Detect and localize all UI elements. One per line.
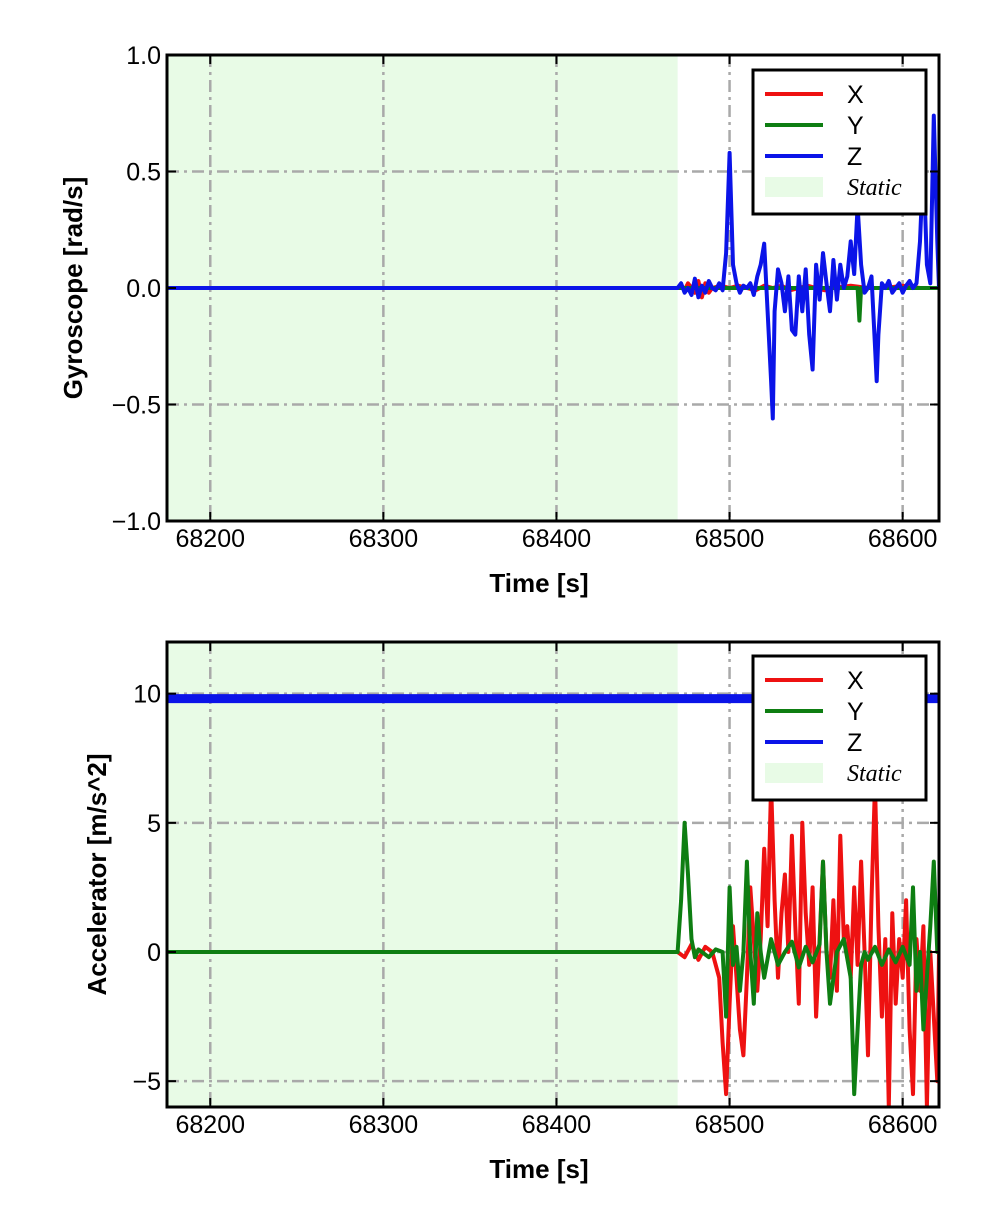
series-line-y xyxy=(167,820,939,1097)
x-tick-label: 68600 xyxy=(868,525,938,553)
y-tick-label: −1.0 xyxy=(112,508,161,536)
plot-frame xyxy=(165,640,941,1109)
legend-label-z: Z xyxy=(847,729,862,757)
y-tick-label: 10 xyxy=(133,681,161,709)
y-tick-label: −0.5 xyxy=(112,392,161,420)
gyroscope-chart: 68200 68300 68400 68500 68600 −1.0 −0.5 0.0 0.5 1… xyxy=(58,42,941,598)
series-line-z xyxy=(167,113,939,421)
legend-label-z: Z xyxy=(847,143,862,171)
y-axis-title: Gyroscope [rad/s] xyxy=(58,177,88,400)
x-tick-label: 68200 xyxy=(176,525,246,553)
x-tick-label: 68400 xyxy=(522,525,592,553)
legend-static-swatch xyxy=(765,177,823,197)
legend-label-static: Static xyxy=(847,175,902,201)
legend-label-x: X xyxy=(847,667,864,695)
legend-label-y: Y xyxy=(847,698,864,726)
legend-label-static: Static xyxy=(847,761,902,787)
legend-label-x: X xyxy=(847,81,864,109)
legend: XYZ Static xyxy=(751,654,928,802)
x-tick-label: 68400 xyxy=(522,1111,592,1139)
static-region xyxy=(167,642,678,1107)
x-tick-label: 68300 xyxy=(349,1111,419,1139)
y-tick-label: −5 xyxy=(132,1068,161,1096)
x-tick-label: 68500 xyxy=(695,525,765,553)
legend: XYZ Static xyxy=(751,68,928,216)
legend-label-y: Y xyxy=(847,112,864,140)
x-tick-label: 68500 xyxy=(695,1111,765,1139)
x-axis-title: Time [s] xyxy=(489,1154,588,1184)
x-tick-label: 68200 xyxy=(176,1111,246,1139)
y-tick-label: 0.0 xyxy=(126,275,161,303)
y-tick-label: 0 xyxy=(147,939,161,967)
x-tick-label: 68300 xyxy=(349,525,419,553)
series-line-x xyxy=(167,782,939,1107)
y-tick-label: 5 xyxy=(147,810,161,838)
y-tick-label: 1.0 xyxy=(126,42,161,70)
x-tick-label: 68600 xyxy=(868,1111,938,1139)
plot-area xyxy=(167,113,939,421)
accelerator-chart: 68200 68300 68400 68500 68600 −5 0 5 10 Time [s] A… xyxy=(82,640,941,1184)
y-axis-title: Accelerator [m/s^2] xyxy=(82,753,112,995)
y-tick-label: 0.5 xyxy=(126,159,161,187)
x-axis-title: Time [s] xyxy=(489,568,588,598)
legend-static-swatch xyxy=(765,763,823,783)
